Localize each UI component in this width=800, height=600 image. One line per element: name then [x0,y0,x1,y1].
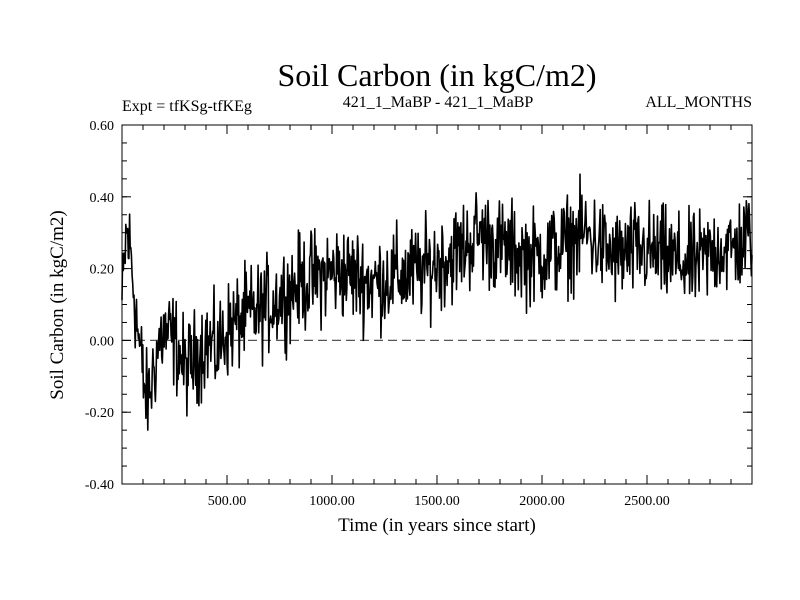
chart-title: Soil Carbon (in kgC/m2) [277,57,596,93]
months-label: ALL_MONTHS [645,94,752,111]
y-tick-label: 0.00 [90,334,115,349]
run-label: 421_1_MaBP - 421_1_MaBP [343,94,534,111]
x-tick-label: 1500.00 [414,494,460,509]
x-tick-label: 1000.00 [309,494,355,509]
y-tick-label: 0.40 [90,191,115,206]
x-tick-label: 2500.00 [624,494,670,509]
x-tick-label: 2000.00 [519,494,565,509]
plot-area: -0.40 -0.20 0.00 0.20 0.40 0.60 500.00 1000.00 1… [85,119,753,509]
data-series-line [121,173,753,431]
plot-frame [121,124,753,485]
y-tick-label: 0.20 [90,263,115,278]
x-tick-label: 500.00 [208,494,247,509]
y-tick-label: 0.60 [90,119,115,134]
y-axis-label: Soil Carbon (in kgC/m2) [47,210,68,399]
x-axis-label: Time (in years since start) [338,515,536,536]
y-tick-label: -0.40 [85,478,114,493]
y-tick-label: -0.20 [85,406,114,421]
experiment-label: Expt = tfKSg-tfKEg [122,98,252,115]
